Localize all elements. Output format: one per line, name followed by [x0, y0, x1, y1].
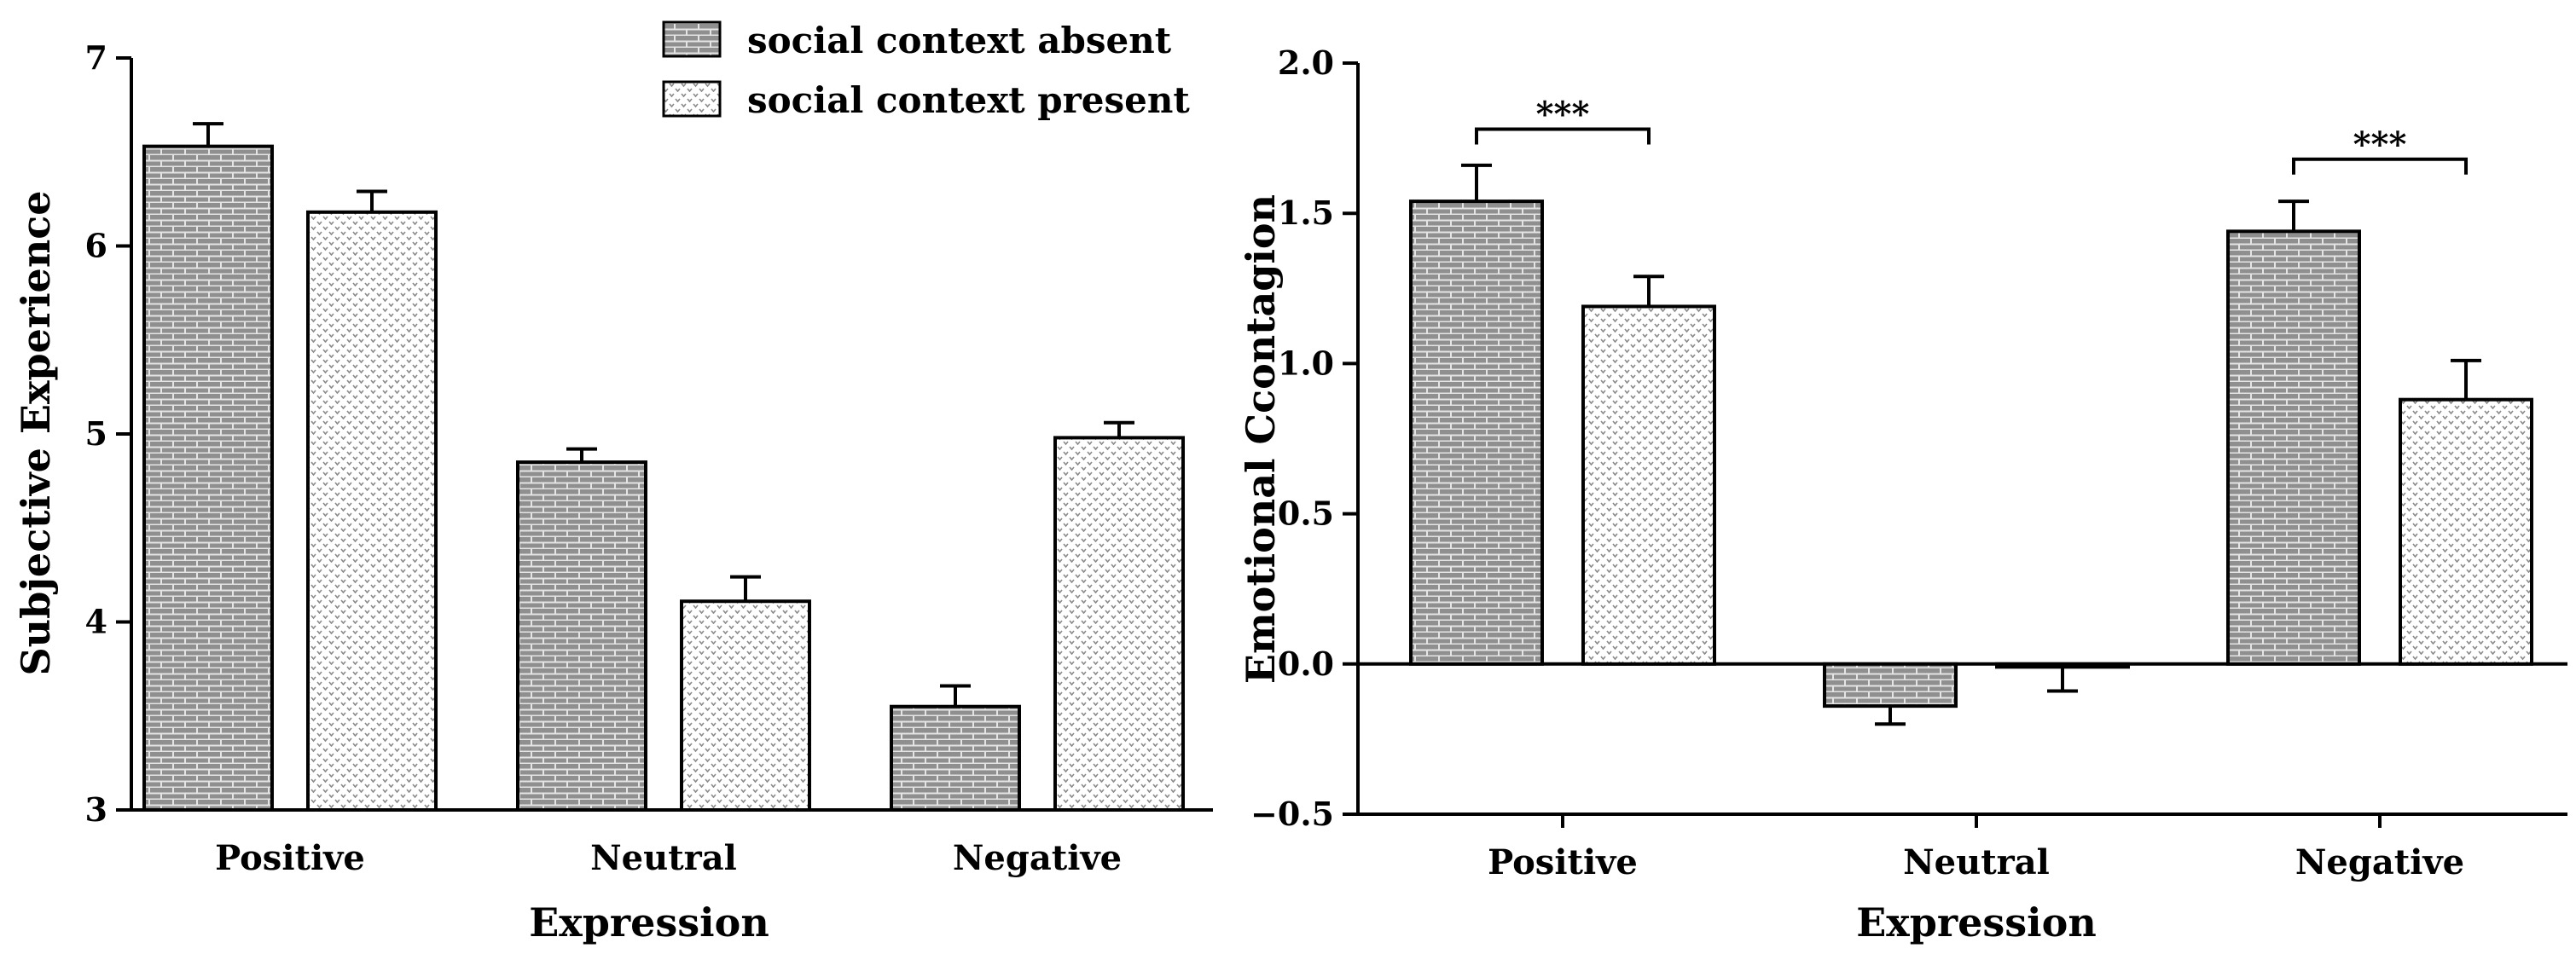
- y-tick-label: 4: [85, 603, 107, 641]
- bar-absent-neutral: [1823, 662, 1958, 708]
- bar-absent-neutral: [516, 460, 647, 812]
- bar-absent-negative: [890, 704, 1021, 812]
- x-tick-label: Negative: [953, 838, 1122, 878]
- y-tick-label: 1.5: [1278, 194, 1334, 232]
- x-tick-label: Neutral: [1903, 842, 2050, 882]
- bar-present-positive: [1581, 304, 1716, 666]
- chart0-xlabel: Expression: [529, 899, 769, 946]
- bar-present-negative: [1053, 436, 1185, 812]
- emotional-contagion-chart: Emotional Ccontagion Expression −0.5 0.0 0…: [1238, 43, 2567, 946]
- y-tick-label: 7: [85, 38, 107, 77]
- y-tick-label: 6: [85, 227, 107, 265]
- legend-label-present: social context present: [747, 79, 1190, 121]
- x-tick-label: Neutral: [590, 838, 737, 878]
- x-tick-label: Positive: [215, 838, 365, 878]
- significance-bracket: [2292, 157, 2468, 175]
- significance-label: ***: [2353, 124, 2407, 165]
- bar-absent-positive: [1409, 200, 1544, 666]
- bar-present-negative: [2399, 397, 2533, 666]
- bar-present-positive: [306, 210, 438, 812]
- bar-present-neutral: [680, 599, 811, 812]
- subjective-experience-chart: Subjective Experience Expression social …: [13, 20, 1213, 946]
- chart1-xlabel: Expression: [1856, 899, 2097, 946]
- bar-absent-positive: [142, 144, 274, 812]
- y-tick-label: 0.0: [1278, 645, 1334, 683]
- significance-label: ***: [1536, 95, 1590, 135]
- legend-label-absent: social context absent: [747, 20, 1172, 61]
- x-tick-label: Positive: [1488, 842, 1638, 882]
- legend-swatch-present: [662, 80, 722, 118]
- y-tick-label: 0.5: [1278, 494, 1334, 533]
- bar-absent-negative: [2226, 229, 2361, 666]
- legend: social context absent social context pre…: [662, 20, 1190, 121]
- y-tick-label: −0.5: [1250, 795, 1334, 833]
- significance-bracket: [1475, 127, 1651, 145]
- legend-swatch-absent: [662, 20, 722, 58]
- chart0-ylabel: Subjective Experience: [13, 190, 59, 675]
- y-tick-label: 5: [85, 414, 107, 453]
- bar-present-neutral: [1995, 662, 2130, 669]
- y-tick-label: 2.0: [1278, 43, 1334, 82]
- y-tick-label: 1.0: [1278, 344, 1334, 382]
- chart1-ylabel: Emotional Ccontagion: [1238, 194, 1284, 684]
- x-tick-label: Negative: [2295, 842, 2464, 882]
- y-tick-label: 3: [85, 790, 107, 829]
